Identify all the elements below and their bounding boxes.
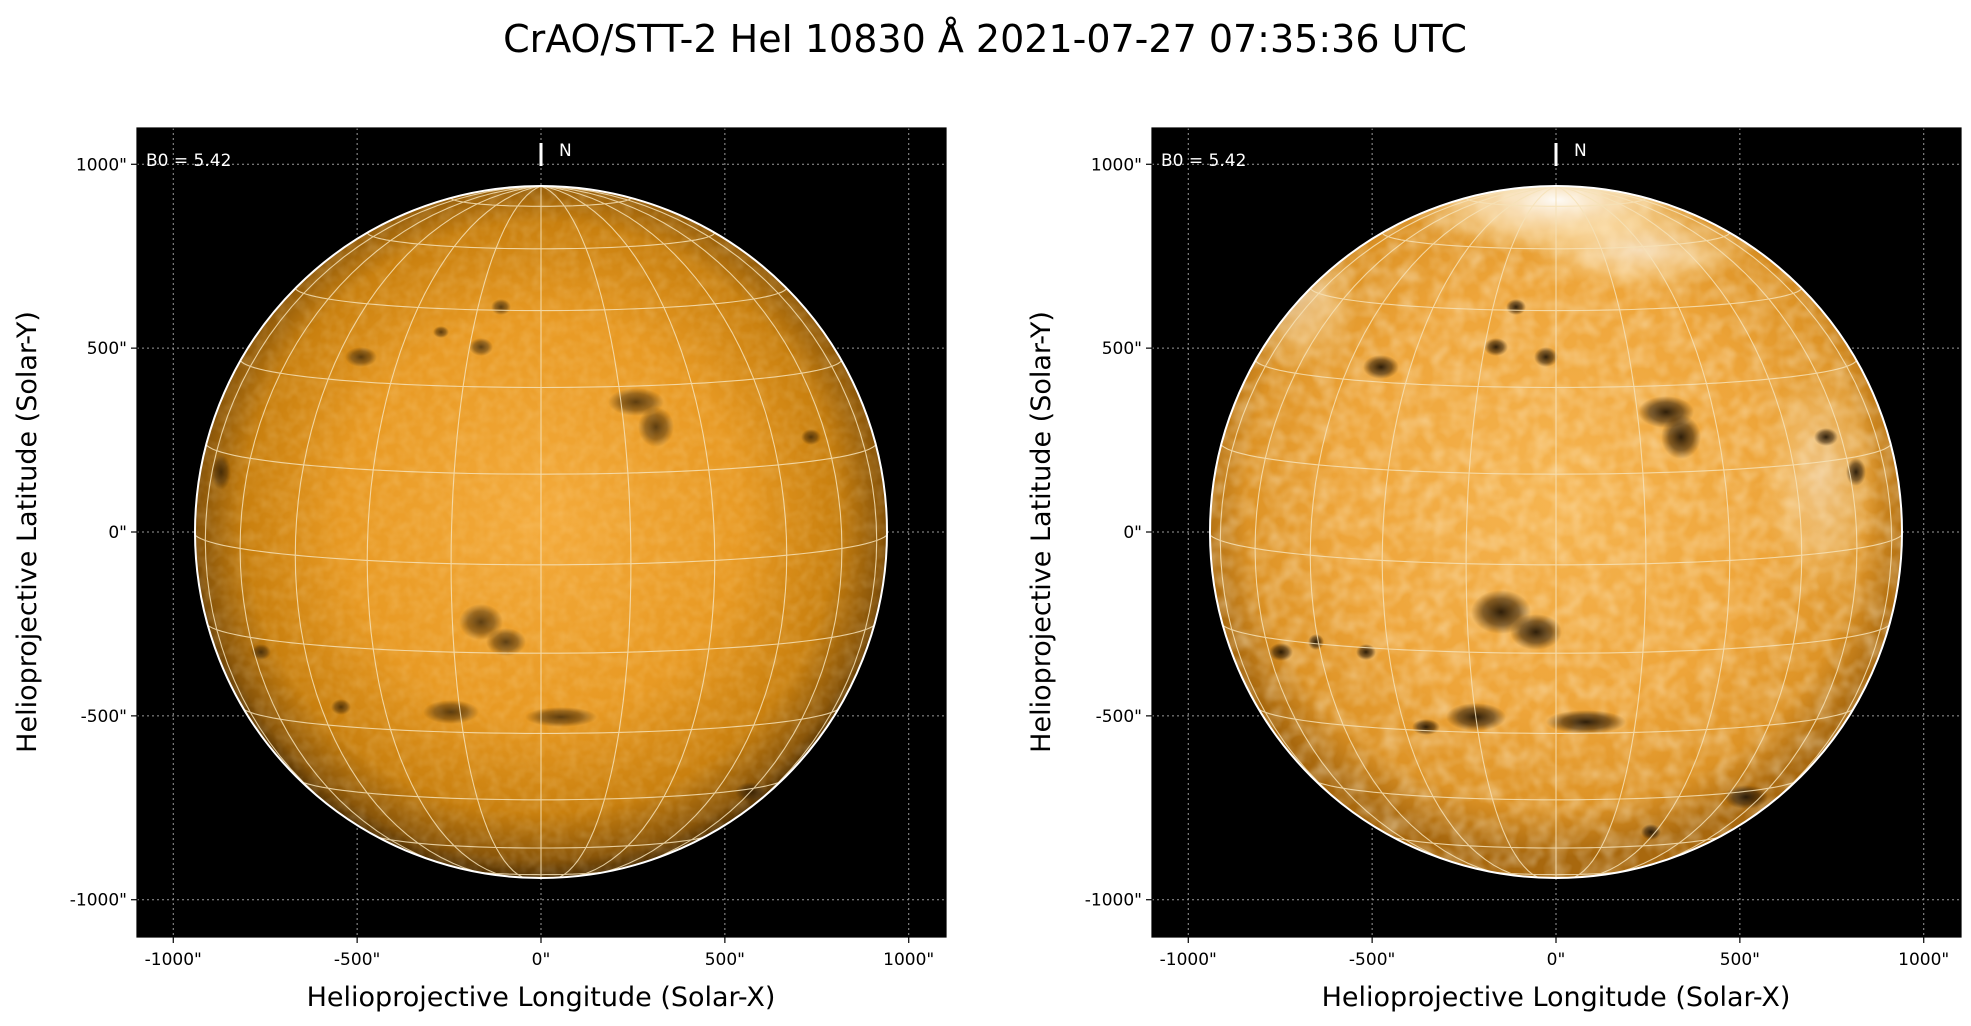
y-tick-label: 0" <box>1123 523 1142 543</box>
x-axis-left: -1000" -500" 0" 500" 1000" <box>145 937 934 970</box>
x-axis-label-left: Helioprojective Longitude (Solar-X) <box>307 982 776 1013</box>
x-tick-label: 0" <box>1547 950 1566 970</box>
figure-title: CrAO/STT-2 HeI 10830 Å 2021-07-27 07:35:… <box>503 17 1467 61</box>
x-axis-label-right: Helioprojective Longitude (Solar-X) <box>1322 982 1791 1013</box>
x-tick-label: -1000" <box>1160 950 1217 970</box>
x-tick-label: 0" <box>532 950 551 970</box>
y-tick-label: -1000" <box>70 891 127 911</box>
x-tick-label: 1000" <box>883 950 934 970</box>
y-tick-label: -500" <box>81 707 127 727</box>
y-tick-label: 0" <box>108 523 127 543</box>
panel-right: N B0 = 5.42 -1000" -500" 0" 500" 1000" 1000"… <box>1026 127 1962 1013</box>
limb-circle-left <box>194 185 888 879</box>
y-tick-label: 500" <box>87 339 127 359</box>
y-axis-label-right: Helioprojective Latitude (Solar-Y) <box>1026 311 1057 753</box>
y-axis-left: 1000" 500" 0" -500" -1000" <box>70 155 137 911</box>
north-label-right: N <box>1574 141 1587 161</box>
x-tick-label: 1000" <box>1898 950 1949 970</box>
b0-label-right: B0 = 5.42 <box>1161 151 1246 171</box>
x-axis-right: -1000" -500" 0" 500" 1000" <box>1160 937 1949 970</box>
b0-label-left: B0 = 5.42 <box>146 151 231 171</box>
x-tick-label: 500" <box>705 950 745 970</box>
north-label-left: N <box>559 141 572 161</box>
y-tick-label: -500" <box>1096 707 1142 727</box>
y-tick-label: 1000" <box>76 155 127 175</box>
x-tick-label: -500" <box>334 950 380 970</box>
x-tick-label: -1000" <box>145 950 202 970</box>
y-axis-right: 1000" 500" 0" -500" -1000" <box>1085 155 1152 911</box>
y-tick-label: -1000" <box>1085 891 1142 911</box>
x-tick-label: -500" <box>1349 950 1395 970</box>
y-tick-label: 1000" <box>1091 155 1142 175</box>
y-tick-label: 500" <box>1102 339 1142 359</box>
x-tick-label: 500" <box>1720 950 1760 970</box>
y-axis-label-left: Helioprojective Latitude (Solar-Y) <box>12 311 43 753</box>
panel-left: N B0 = 5.42 -1000" -500" 0" 500" 1000" 1000"… <box>12 127 947 1013</box>
limb-circle-right <box>1209 185 1903 879</box>
